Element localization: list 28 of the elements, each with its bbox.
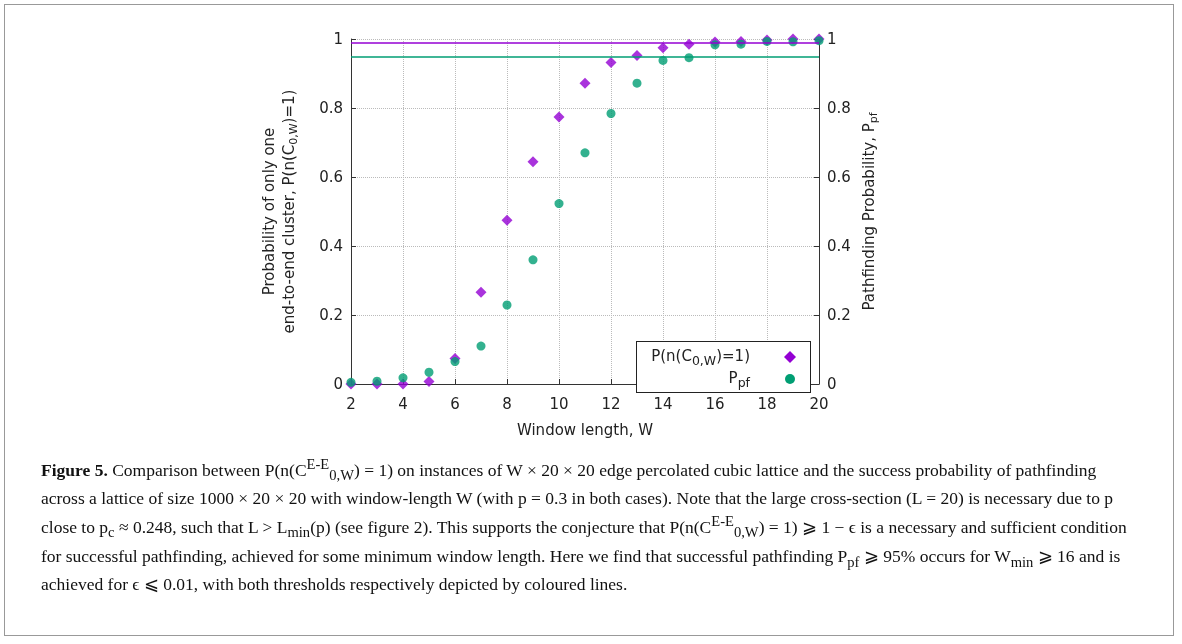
text: Figure 5. Comparison between P(n(C$^{E-E}$$_{0,W}$) = 1) on instances of W × 20 × 20 edge percolated cubic lattice and the success probability of pathfinding across a lattice of size 1000 × 20 × 20 with window-length W (with p = 0.3 in both cases). Note that the large cross-section (L = 20) is necessary due to p close to p$_{c}$ ≈ 0.248, such that L > L$_{min}$(p) (see figure 2). This supports the conjecture that P(n(C$^{E-E}$$_{0,W}$) = 1) ⩾ 1 − ϵ is a necessary and sufficient condition for successful pathfinding, achieved for some minimum window length. Here we find that successful pathfinding P$_{pf}$ ⩾ 95% occurs for W$_{min}$ ⩾ 16 and is achieved for ϵ ⩽ 0.01, with both thresholds respectively depicted by coloured lines. xyxy=(41,456,1127,595)
x-tick-label: 14 xyxy=(653,394,673,413)
y-tick-label: 1 xyxy=(333,30,343,48)
y2-axis-title: Pathfinding Probability, Ppf xyxy=(860,111,880,311)
x-tick-label: 6 xyxy=(450,394,460,413)
y2-tick-label: 1 xyxy=(827,30,837,48)
y-tick-label: 0.2 xyxy=(319,306,343,324)
x-tick-label: 10 xyxy=(549,394,569,413)
x-tick-label: 2 xyxy=(346,394,356,413)
x-tick-label: 16 xyxy=(705,394,725,413)
x-tick-label: 4 xyxy=(398,394,408,413)
y2-tick-label: 0 xyxy=(827,375,837,393)
x-tick-label: 12 xyxy=(601,394,621,413)
x-tick-label: 8 xyxy=(502,394,512,413)
y2-tick-label: 0.2 xyxy=(827,306,851,324)
y-tick-label: 0.6 xyxy=(319,168,343,186)
y2-tick-label: 0.6 xyxy=(827,168,851,186)
y-axis-title: Probability of only one end-to-end cluster, P(n(C0,W)=1) xyxy=(260,89,300,334)
y2-tick-label: 0.4 xyxy=(827,237,851,255)
y2-tick-label: 0.8 xyxy=(827,99,851,117)
legend-label: P$_{pf}$ xyxy=(728,368,750,390)
y-tick-label: 0 xyxy=(333,375,343,393)
x-axis-title: Window length, W xyxy=(516,421,654,439)
y-tick-label: 0.4 xyxy=(319,237,343,255)
x-tick-label: 20 xyxy=(809,394,829,413)
legend-label: P(n(C$_{0,W}$)=1) xyxy=(651,346,750,368)
y-tick-label: 0.8 xyxy=(319,99,343,117)
x-tick-label: 18 xyxy=(757,394,777,413)
